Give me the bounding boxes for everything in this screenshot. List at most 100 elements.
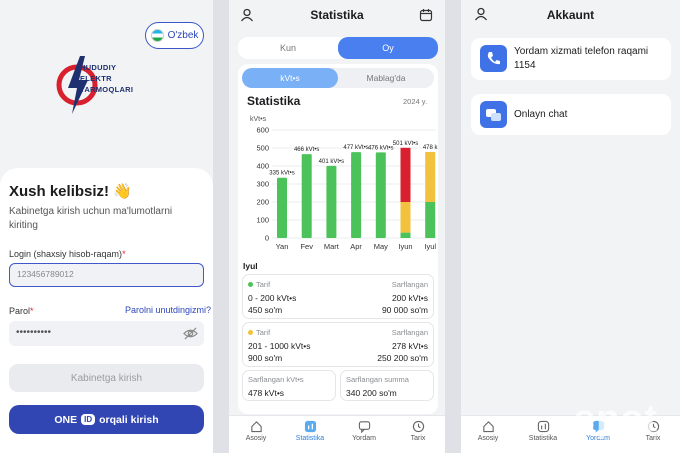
statistics-icon	[537, 420, 549, 433]
total-kwh-value: 478 kVt•s	[248, 388, 285, 398]
tab-help[interactable]: Yordam	[337, 420, 391, 442]
consumption-chart: kVt•s 0 100 200 300 400 500 600 335 kVt•s Yan 466 …	[238, 112, 438, 252]
tab-home[interactable]: Asosiy	[461, 420, 515, 442]
data-label: 476 kVt•s	[368, 145, 393, 151]
y-tick-label: 200	[256, 198, 269, 207]
bar-may	[375, 152, 386, 238]
x-tick-label: Iyul	[424, 242, 436, 251]
bottom-tab-bar: Asosiy Statistika Yordam Tarix	[229, 415, 445, 453]
data-label: 501 kVt•s	[393, 141, 418, 147]
password-input[interactable]: ••••••••••	[9, 321, 204, 346]
total-sum-card: Sarflangan summa 340 200 so'm	[340, 370, 434, 401]
calendar-icon[interactable]	[419, 8, 433, 22]
y-tick-label: 300	[256, 180, 269, 189]
login-input[interactable]: 123456789012	[9, 263, 204, 287]
total-kwh-card: Sarflangan kVt•s 478 kVt•s	[242, 370, 336, 401]
user-icon[interactable]	[474, 7, 488, 21]
y-tick-label: 0	[265, 234, 269, 243]
used-label: Sarflangan	[391, 328, 428, 337]
watermark-logo: spot	[574, 398, 659, 440]
online-chat-item[interactable]: Onlayn chat	[471, 94, 671, 135]
data-label: 477 kVt•s	[343, 145, 368, 151]
chat-icon	[592, 420, 604, 433]
user-icon[interactable]	[240, 8, 254, 22]
page-title: Akkaunt	[546, 8, 595, 22]
x-tick-label: Apr	[350, 242, 362, 251]
login-screen: O'zbek HUDUDIY ELEKTR TARMOQLARI Xush ke…	[0, 0, 213, 453]
total-sum-value: 340 200 so'm	[346, 388, 397, 398]
tariff-sum: 90 000 so'm	[381, 305, 428, 315]
phone-icon	[480, 45, 507, 72]
home-icon	[250, 421, 262, 433]
tab-day[interactable]: Kun	[279, 43, 296, 53]
welcome-title: Xush kelibsiz! 👋	[9, 183, 132, 200]
tab-statistics[interactable]: Statistika	[283, 420, 337, 442]
tariff-used: 200 kVt•s	[391, 293, 428, 303]
data-label: 401 kVt•s	[319, 159, 344, 165]
tariff-sum: 250 200 so'm	[377, 353, 428, 363]
help-phone-item[interactable]: Yordam xizmati telefon raqami 1154	[471, 38, 671, 80]
total-kwh-label: Sarflangan kVt•s	[248, 375, 304, 384]
password-label: Parol*	[9, 306, 34, 316]
page-title: Statistika	[310, 8, 364, 22]
login-button[interactable]: Kabinetga kirish	[9, 364, 204, 392]
bar-mart	[326, 165, 337, 238]
bar-segment-iyul	[425, 202, 436, 238]
tariff-range: 201 - 1000 kVt•s	[248, 341, 311, 351]
oneid-login-button[interactable]: ONE ID orqali kirish	[9, 405, 204, 434]
uzbekistan-flag-icon	[150, 29, 164, 42]
x-tick-label: Iyun	[398, 242, 412, 251]
data-label: 478 k	[423, 145, 438, 151]
data-label: 466 kVt•s	[294, 147, 319, 153]
tariff-card-1: Tarif Sarflangan 0 - 200 kVt•s 200 kVt•s…	[242, 274, 434, 319]
bar-segment-iyun	[400, 202, 411, 233]
clock-icon	[647, 420, 659, 433]
year-label: 2024 y.	[403, 97, 428, 106]
unit-switch: kVt•s Mablag'da	[242, 68, 434, 88]
chat-icon	[358, 421, 370, 433]
used-label: Sarflangan	[391, 280, 428, 289]
x-tick-label: Mart	[324, 242, 340, 251]
online-chat-label: Onlayn chat	[514, 109, 568, 120]
stats-panel: kVt•s Mablag'da Statistika 2024 y. kVt•s…	[238, 64, 438, 414]
tab-history[interactable]: Tarix	[391, 420, 445, 442]
bar-segment-iyul	[425, 151, 436, 202]
tab-home[interactable]: Asosiy	[229, 420, 283, 442]
x-tick-label: Fev	[300, 242, 313, 251]
tariff-range: 0 - 200 kVt•s	[248, 293, 297, 303]
company-logo-text: HUDUDIY ELEKTR TARMOQLARI	[80, 63, 134, 94]
tab-help[interactable]: Yordam	[571, 420, 625, 442]
tariff-label: Tarif	[256, 280, 271, 289]
eye-off-icon[interactable]	[183, 326, 198, 341]
oneid-badge: ID	[81, 414, 96, 425]
data-label: 335 kVt•s	[269, 171, 294, 177]
bar-segment-iyun	[400, 147, 411, 202]
bar-yan	[277, 177, 287, 238]
bar-fev	[301, 154, 312, 238]
tariff-price: 900 so'm	[248, 353, 283, 363]
y-axis-unit-label: kVt•s	[250, 116, 267, 123]
y-tick-label: 600	[256, 126, 269, 135]
bottom-tab-bar: Asosiy Statistika Yordam Tarix	[461, 415, 680, 453]
bar-chart-svg: kVt•s 0 100 200 300 400 500 600 335 kVt•s Yan 466 …	[250, 116, 438, 251]
tariff-price: 450 so'm	[248, 305, 283, 315]
tariff-dot-green	[248, 282, 253, 287]
tab-statistics[interactable]: Statistika	[516, 420, 570, 442]
statistics-icon	[304, 420, 316, 433]
period-switch: Kun Oy	[238, 37, 438, 59]
tariff-used: 278 kVt•s	[391, 341, 428, 351]
tariff-card-2: Tarif Sarflangan 201 - 1000 kVt•s 278 kV…	[242, 322, 434, 367]
chat-bubbles-icon	[480, 101, 507, 128]
y-tick-label: 100	[256, 216, 269, 225]
forgot-password-link[interactable]: Parolni unutdingizmi?	[125, 305, 212, 315]
tab-money[interactable]: Mablag'da	[366, 73, 406, 83]
bar-segment-iyun	[400, 232, 411, 238]
account-screen: Akkaunt Yordam xizmati telefon raqami 11…	[461, 0, 680, 453]
tab-kwh[interactable]: kVt•s	[242, 68, 338, 88]
total-sum-label: Sarflangan summa	[346, 375, 409, 384]
y-tick-label: 400	[256, 162, 269, 171]
tab-month[interactable]: Oy	[338, 37, 438, 59]
x-tick-label: Yan	[276, 242, 289, 251]
language-button[interactable]: O'zbek	[145, 22, 204, 49]
tab-history[interactable]: Tarix	[626, 420, 680, 442]
